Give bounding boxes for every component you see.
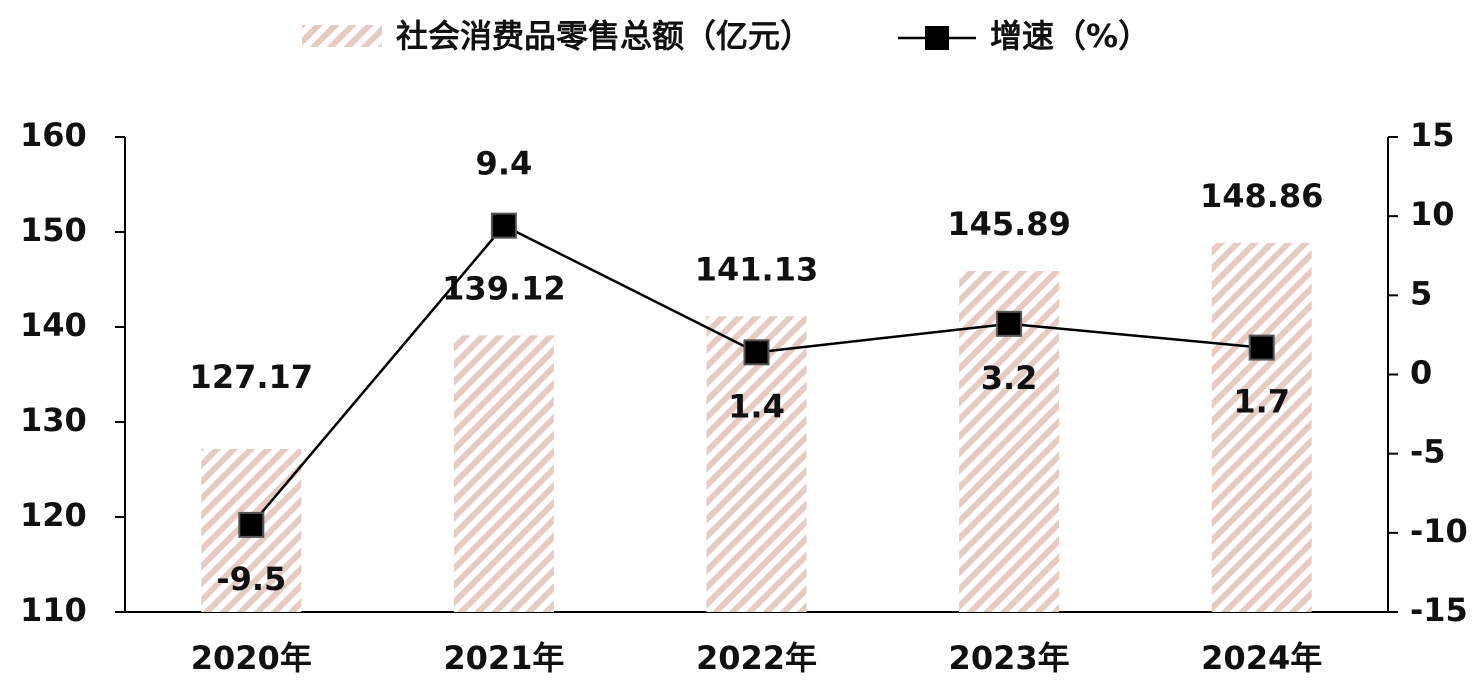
bar-value-label: 127.17 [190,358,313,396]
legend-label: 社会消费品零售总额（亿元） [396,17,812,55]
y-tick-label: 140 [20,306,87,344]
line-marker [996,310,1023,337]
line-marker [743,339,770,366]
legend-label: 增速（%） [990,17,1150,55]
bar [1211,242,1312,612]
bar [706,316,807,612]
line-value-label: 9.4 [476,145,533,183]
line-value-label: 1.7 [1233,383,1290,421]
y-tick-label: 130 [20,401,87,439]
x-tick-label: 2020年 [191,639,312,677]
y2-tick-label: -10 [1410,512,1468,550]
line-marker [238,511,265,538]
x-tick-label: 2021年 [443,639,564,677]
y2-tick-label: 5 [1410,274,1432,312]
line-value-label: 1.4 [728,387,785,425]
y-tick-label: 110 [20,591,87,629]
y2-tick-label: 0 [1410,354,1432,392]
x-tick-label: 2024年 [1201,639,1322,677]
x-tick-label: 2023年 [949,639,1070,677]
y2-tick-label: -15 [1410,591,1468,629]
bar-value-label: 145.89 [947,205,1070,243]
y-tick-label: 120 [20,496,87,534]
y2-tick-label: 10 [1410,195,1455,233]
line-marker [490,212,517,239]
y2-tick-label: -5 [1410,433,1446,471]
legend-swatch [302,25,382,47]
line-value-label: 3.2 [981,359,1038,397]
y-tick-label: 150 [20,211,87,249]
legend-marker [925,26,949,50]
x-tick-label: 2022年 [696,639,817,677]
line-marker [1248,334,1275,361]
y2-tick-label: 15 [1410,116,1455,154]
line-value-label: -9.5 [216,560,286,598]
bar [453,335,554,612]
bar-value-label: 148.86 [1200,177,1323,215]
y-tick-label: 160 [20,116,87,154]
bar-value-label: 141.13 [695,250,818,288]
